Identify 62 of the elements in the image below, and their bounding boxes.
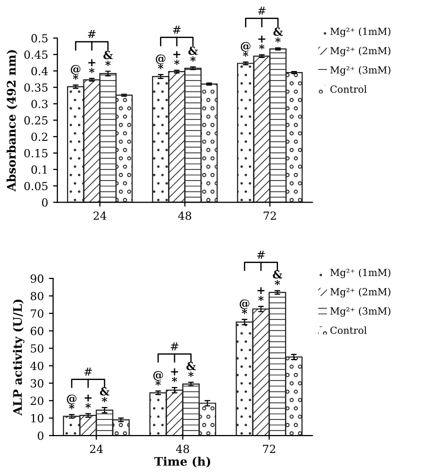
y-tick-label: 0.25 <box>24 116 48 125</box>
data-label: & * <box>186 362 196 377</box>
data-label: @ * <box>156 54 166 70</box>
legend-label: Mg²⁺ (3mM) <box>330 307 390 317</box>
text: # <box>88 30 96 38</box>
data-label: @ * <box>153 371 163 386</box>
y-tick-label: 0.15 <box>24 149 48 158</box>
data-label: @ * <box>240 42 250 57</box>
y-tick-label: 0.05 <box>24 182 48 190</box>
y-axis-title: Absorbance (492 nm) <box>6 50 18 192</box>
text: # <box>173 26 181 34</box>
y-tick-label: 0.5 <box>31 34 48 42</box>
y-tick-label: 0.2 <box>31 132 48 141</box>
x-axis-title: Time (h) <box>154 456 210 468</box>
legend-label: Mg²⁺ (3mM) <box>330 66 390 76</box>
y-tick-label: 0.3 <box>31 100 48 108</box>
y-tick-label: 50 <box>30 344 44 353</box>
data-label: & * <box>100 387 110 402</box>
x-tick-label: 48 <box>176 444 190 454</box>
annotation: # <box>170 342 178 350</box>
legend-label: Mg²⁺ (2mM) <box>330 46 390 56</box>
data-label: + * <box>84 394 92 408</box>
annotation: # <box>84 368 92 376</box>
legend-label: Control <box>330 85 367 93</box>
legend-label: Mg²⁺ (1mM) <box>330 268 390 278</box>
data-label: @ * <box>240 299 250 314</box>
data-label: + * <box>171 368 178 382</box>
data-label: + * <box>258 36 266 50</box>
y-tick-label: 10 <box>31 414 44 422</box>
y-tick-label: 0.45 <box>24 50 48 59</box>
data-label: + * <box>173 51 180 65</box>
data-label: + * <box>257 287 264 301</box>
y-tick-label: 60 <box>30 326 44 336</box>
y-tick-label: 0 <box>42 198 48 207</box>
data-label: @ * <box>70 65 80 80</box>
text: # <box>258 6 266 15</box>
data-label: + * <box>88 59 96 74</box>
y-tick-label: 80 <box>30 292 44 300</box>
y-tick-label: 0 <box>38 432 44 440</box>
x-tick-label: 48 <box>178 212 192 220</box>
y-tick-label: 0.4 <box>31 66 48 76</box>
legend-label: Mg²⁺ (1mM) <box>330 27 390 38</box>
y-axis-title: ALP activity (U/L) <box>12 300 24 416</box>
data-label: @ * <box>66 394 76 410</box>
y-tick-label: 40 <box>30 362 44 370</box>
data-label: & * <box>273 27 283 43</box>
data-label: & * <box>272 270 282 286</box>
x-tick-label: 72 <box>263 444 276 454</box>
x-tick-label: 24 <box>90 444 103 454</box>
data-label: & * <box>103 50 113 66</box>
legend-label: Control <box>330 326 367 334</box>
y-tick-label: 30 <box>30 379 44 388</box>
y-tick-label: 0.1 <box>31 165 47 174</box>
x-tick-label: 72 <box>264 212 276 220</box>
x-tick-label: 24 <box>94 212 106 220</box>
text: # <box>257 250 265 259</box>
y-tick-label: 70 <box>30 309 44 318</box>
legend-label: Mg²⁺ (2mM) <box>330 288 390 298</box>
y-tick-label: 90 <box>30 274 44 283</box>
y-tick-label: 20 <box>30 396 44 406</box>
data-label: & * <box>188 46 198 62</box>
y-tick-label: 0.35 <box>24 83 48 92</box>
